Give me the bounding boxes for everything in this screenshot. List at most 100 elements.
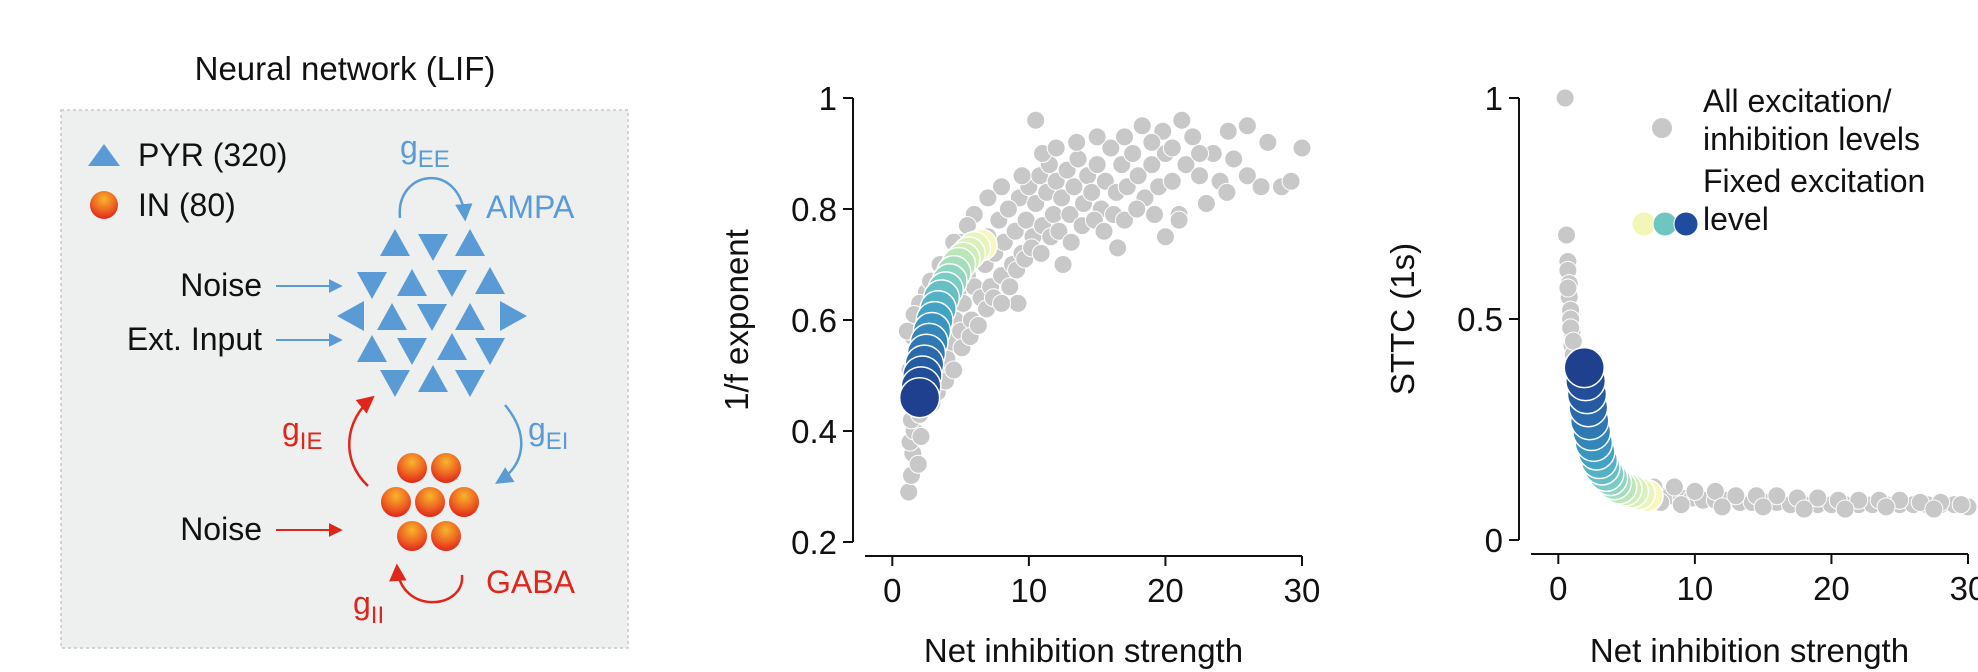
fixed-level-point: [1563, 346, 1606, 389]
data-point: [1671, 495, 1691, 515]
data-point: [1237, 166, 1257, 186]
ext-input-label: Ext. Input: [127, 321, 262, 357]
exponent-chart-all-levels-points: [897, 110, 1312, 502]
data-point: [968, 316, 988, 336]
data-point: [1794, 499, 1814, 519]
pyr-neuron: [475, 338, 505, 365]
pyr-neuron: [377, 303, 407, 330]
y-tick-label: 0.4: [791, 413, 837, 450]
data-point: [1876, 497, 1896, 517]
data-point: [1155, 227, 1175, 247]
data-point: [1142, 155, 1162, 175]
data-point: [1664, 477, 1684, 497]
exponent-chart: 0.20.40.60.810 10 20 30 Net inhibition stre…: [718, 80, 1320, 669]
data-point: [944, 360, 964, 380]
data-point: [1190, 144, 1210, 163]
legend-swatch: [1652, 211, 1678, 237]
data-point: [1008, 293, 1028, 313]
gaba-label: GABA: [486, 564, 576, 600]
pyr-neuron: [417, 304, 447, 331]
pyr-neuron: [380, 229, 410, 256]
data-point: [1064, 177, 1084, 197]
data-point: [1218, 121, 1238, 141]
y-tick-label: 1: [819, 80, 837, 117]
pyr-neuron: [437, 333, 467, 360]
data-point: [1835, 499, 1855, 519]
g-ei-label: gEI: [528, 411, 568, 455]
data-point: [992, 293, 1012, 313]
noise-bottom-label: Noise: [180, 511, 262, 547]
pyr-neuron: [397, 338, 427, 365]
data-point: [1217, 182, 1237, 202]
data-point: [1169, 210, 1189, 230]
data-point: [1753, 497, 1773, 517]
data-point: [1557, 225, 1577, 245]
exponent-chart-y-label: 1/f exponent: [718, 229, 755, 411]
data-point: [1052, 188, 1072, 208]
in-neuron: [381, 487, 411, 517]
x-tick-label: 30: [1950, 570, 1978, 607]
pyr-neuron: [418, 365, 448, 392]
y-tick-label: 0: [1485, 522, 1503, 559]
y-tick-label: 1: [1485, 80, 1503, 117]
data-point: [1026, 110, 1046, 130]
y-tick-label: 0.5: [1457, 301, 1503, 338]
data-point: [908, 454, 928, 474]
data-point: [1767, 486, 1787, 506]
g-ii-arrow: [389, 563, 464, 604]
data-point: [1258, 132, 1278, 152]
data-point: [1067, 132, 1087, 152]
data-point: [1049, 221, 1069, 241]
data-point: [1558, 278, 1578, 298]
pyr-neuron: [357, 272, 387, 299]
in-neuron: [431, 453, 461, 483]
data-point: [1132, 116, 1152, 136]
fixed-level-point: [898, 376, 941, 419]
data-point: [1101, 138, 1121, 158]
pyr-neuron: [418, 234, 448, 261]
data-point: [1043, 205, 1063, 225]
ampa-label: AMPA: [486, 189, 575, 225]
data-point: [1176, 155, 1196, 175]
x-tick-label: 0: [1549, 570, 1567, 607]
pyr-neuron: [455, 229, 485, 256]
g-ei-arrow: [495, 404, 523, 484]
y-tick-label: 0.8: [791, 191, 837, 228]
in-circle-icon: [90, 191, 118, 219]
legend-swatch: [1673, 211, 1699, 237]
data-point: [1183, 127, 1203, 147]
data-point: [1061, 232, 1081, 252]
in-legend-label: IN (80): [138, 187, 236, 223]
data-point: [1924, 499, 1944, 519]
in-neuron: [397, 521, 427, 551]
data-point: [1053, 255, 1073, 274]
x-tick-label: 20: [1813, 570, 1850, 607]
pyr-neuron: [475, 267, 505, 294]
g-ii-label: gII: [353, 585, 384, 629]
sttc-chart-ticks: 00.510 10 20 30: [1457, 80, 1978, 607]
data-point: [1726, 486, 1746, 506]
data-point: [1127, 199, 1147, 219]
g-ee-label: gEE: [400, 129, 450, 173]
pyr-neuron: [455, 370, 485, 397]
data-point: [1808, 488, 1828, 508]
data-point: [1123, 144, 1143, 163]
exponent-chart-ticks: 0.20.40.60.810 10 20 30: [791, 80, 1320, 609]
sttc-chart-y-label: STTC (1s): [1384, 243, 1421, 395]
data-point: [1016, 210, 1036, 230]
x-tick-label: 10: [1011, 572, 1048, 609]
exponent-chart-fixed-level-points: [898, 228, 998, 419]
data-point: [1000, 277, 1020, 297]
data-point: [1145, 205, 1165, 225]
legend-fixed-level-label: Fixed excitation level: [1703, 163, 1925, 237]
data-point: [1046, 138, 1066, 158]
data-point: [1087, 127, 1107, 147]
g-ee-arrow: [398, 177, 473, 222]
data-point: [1555, 88, 1575, 108]
data-point: [1114, 210, 1134, 230]
in-neuron: [431, 521, 461, 551]
pyr-neuron: [437, 270, 467, 297]
x-tick-label: 30: [1284, 572, 1321, 609]
x-tick-label: 10: [1677, 570, 1714, 607]
